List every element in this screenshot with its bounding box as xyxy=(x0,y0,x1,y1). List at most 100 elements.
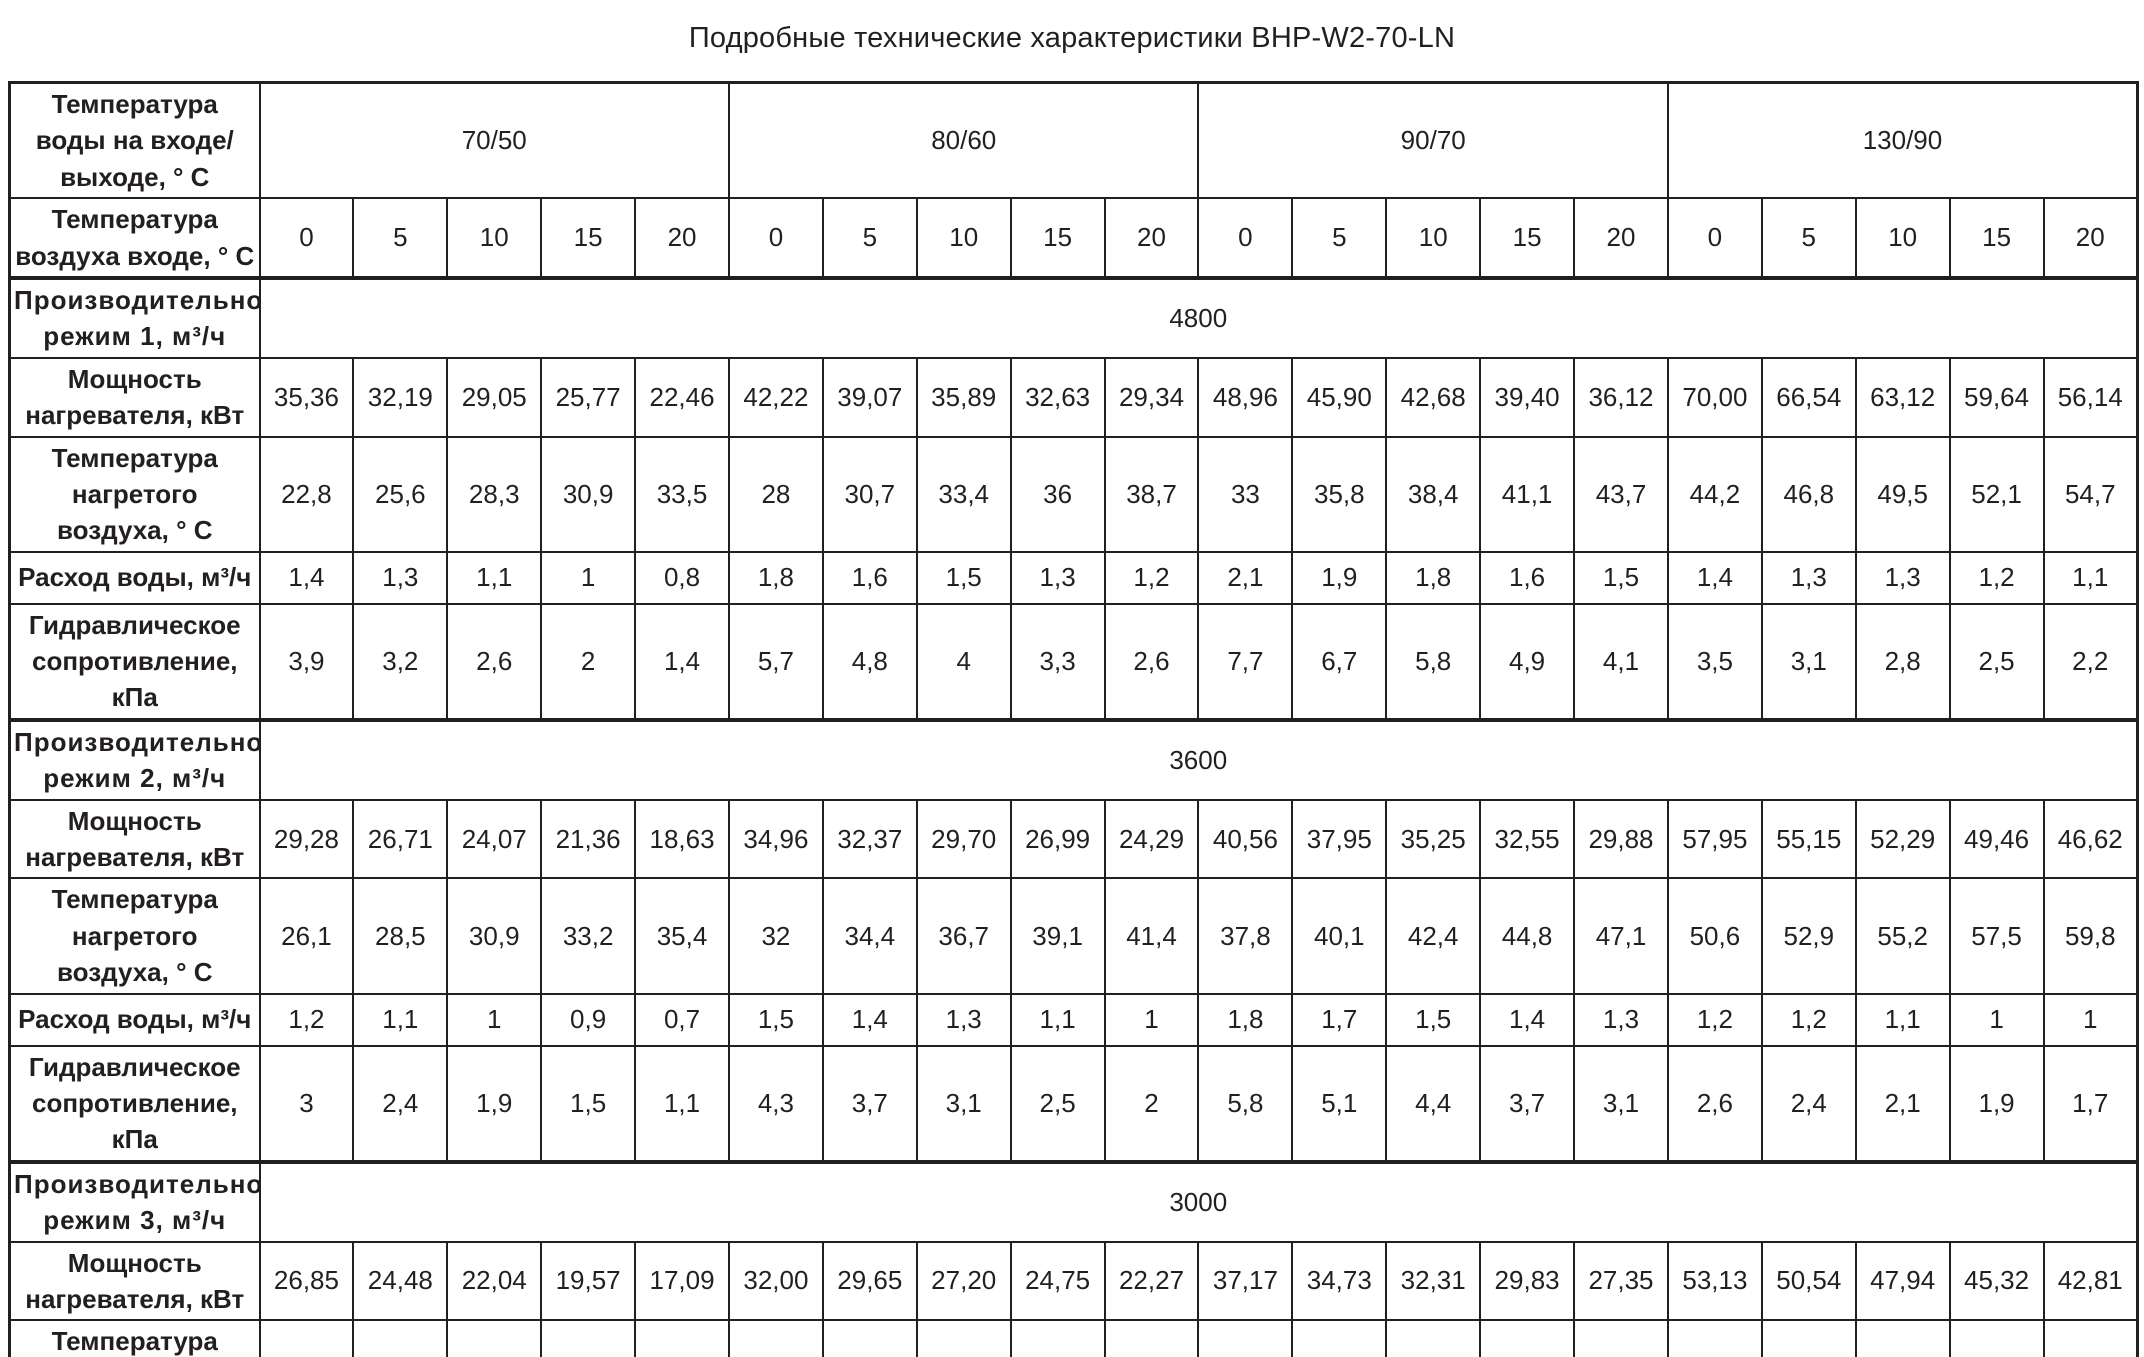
water-temp-group-cell: 70/50 xyxy=(258,81,730,200)
value-cell: 1,8 xyxy=(727,550,824,605)
value-cell: 63,3 xyxy=(2042,1319,2139,1357)
row-heater-power-mode-3: Мощность нагревателя, кВт 26,85 24,48 22,04… xyxy=(8,1240,2139,1322)
value-cell: 1,5 xyxy=(1385,992,1482,1047)
value-cell: 55,2 xyxy=(1854,877,1951,995)
water-temp-group-cell: 90/70 xyxy=(1197,81,1669,200)
row-heated-air-temp-mode-2: Температура нагретого воздуха, ° С 26,1 28… xyxy=(8,877,2139,995)
row-label-capacity-mode-2: Производительность режим 2, м³/ч xyxy=(8,717,261,801)
value-cell: 0,8 xyxy=(634,550,730,605)
value-cell: 1,2 xyxy=(258,992,355,1047)
air-temp-cell: 15 xyxy=(1948,197,2045,279)
value-cell: 34,96 xyxy=(727,798,824,880)
value-cell: 1 xyxy=(2042,992,2139,1047)
row-label-heater-power: Мощность нагревателя, кВт xyxy=(8,356,261,438)
value-cell: 59,64 xyxy=(1948,356,2045,438)
row-label-hydraulic-resistance: Гидравлическое сопро­тивление, кПа xyxy=(8,1044,261,1163)
value-cell: 36,8 xyxy=(821,1319,918,1357)
value-cell: 54,8 xyxy=(1666,1319,1763,1357)
value-cell: 27,35 xyxy=(1573,1240,1669,1322)
value-cell: 2,6 xyxy=(1103,602,1200,721)
value-cell: 35,8 xyxy=(1291,435,1388,553)
value-cell: 57,5 xyxy=(1948,877,2045,995)
value-cell: 39,40 xyxy=(1479,356,1576,438)
air-temp-cell: 20 xyxy=(634,197,730,279)
value-cell: 1,8 xyxy=(1385,550,1482,605)
value-cell: 45,90 xyxy=(1291,356,1388,438)
row-water-flow-mode-2: Расход воды, м³/ч 1,2 1,1 1 0,9 0,7 1,5 1,4 1,3 1… xyxy=(8,992,2139,1047)
value-cell: 1,1 xyxy=(446,550,543,605)
value-cell: 2,4 xyxy=(352,1044,449,1163)
value-cell: 47,1 xyxy=(1573,877,1669,995)
value-cell: 38,7 xyxy=(1103,435,1200,553)
value-cell: 48,96 xyxy=(1197,356,1294,438)
air-temp-cell: 15 xyxy=(1479,197,1576,279)
value-cell: 47,94 xyxy=(1854,1240,1951,1322)
value-cell: 1,6 xyxy=(1479,550,1576,605)
value-cell: 26,99 xyxy=(1009,798,1106,880)
air-temp-cell: 0 xyxy=(727,197,824,279)
value-cell: 1,1 xyxy=(1854,992,1951,1047)
capacity-value-cell: 4800 xyxy=(258,275,2139,359)
air-temp-cell: 20 xyxy=(1103,197,1200,279)
value-cell: 38,4 xyxy=(1385,435,1482,553)
value-cell: 1,8 xyxy=(1197,992,1294,1047)
value-cell: 66,54 xyxy=(1760,356,1857,438)
value-cell: 32,37 xyxy=(821,798,918,880)
value-cell: 5,8 xyxy=(1197,1044,1294,1163)
value-cell: 50,54 xyxy=(1760,1240,1857,1322)
value-cell: 17,09 xyxy=(634,1240,730,1322)
value-cell: 4,3 xyxy=(727,1044,824,1163)
value-cell: 61,1 xyxy=(1948,1319,2045,1357)
value-cell: 35,89 xyxy=(915,356,1012,438)
value-cell: 36,7 xyxy=(915,877,1012,995)
value-cell: 7,7 xyxy=(1197,602,1294,721)
value-cell: 3,1 xyxy=(1760,602,1857,721)
value-cell: 30,7 xyxy=(821,435,918,553)
value-cell: 2,2 xyxy=(2042,602,2139,721)
value-cell: 1,4 xyxy=(258,550,355,605)
value-cell: 1,3 xyxy=(1760,550,1857,605)
value-cell: 22,46 xyxy=(634,356,730,438)
row-label-hydraulic-resistance: Гидравлическое сопро­тивление, кПа xyxy=(8,602,261,721)
value-cell: 25,77 xyxy=(540,356,637,438)
value-cell: 1,4 xyxy=(821,992,918,1047)
value-cell: 36,12 xyxy=(1573,356,1669,438)
value-cell: 33,5 xyxy=(634,435,730,553)
value-cell: 1 xyxy=(446,992,543,1047)
value-cell: 1,4 xyxy=(634,602,730,721)
value-cell: 44,8 xyxy=(1479,877,1576,995)
value-cell: 2 xyxy=(540,602,637,721)
air-temp-cell: 5 xyxy=(1291,197,1388,279)
row-label-heater-power: Мощность нагревателя, кВт xyxy=(8,1240,261,1322)
value-cell: 39,1 xyxy=(1009,877,1106,995)
value-cell: 43,2 xyxy=(1103,1319,1200,1357)
value-cell: 19,57 xyxy=(540,1240,637,1322)
value-cell: 41,1 xyxy=(1479,435,1576,553)
page-title: Подробные технические характеристики BHP… xyxy=(688,22,1456,54)
value-cell: 32,63 xyxy=(1009,356,1106,438)
value-cell: 34,7 xyxy=(540,1319,637,1357)
value-cell: 37,95 xyxy=(1291,798,1388,880)
row-heated-air-temp-mode-3: Температура нагретого воздуха, ° С28,330… xyxy=(8,1319,2139,1357)
value-cell: 24,48 xyxy=(352,1240,449,1322)
value-cell: 50,6 xyxy=(1666,877,1763,995)
value-cell: 1,4 xyxy=(1666,550,1763,605)
value-cell: 59 xyxy=(1854,1319,1951,1357)
value-cell: 57,95 xyxy=(1666,798,1763,880)
value-cell: 4,4 xyxy=(1385,1044,1482,1163)
value-cell: 43,7 xyxy=(1573,435,1669,553)
value-cell: 53,13 xyxy=(1666,1240,1763,1322)
air-temp-cell: 0 xyxy=(1666,197,1763,279)
value-cell: 1,3 xyxy=(1009,550,1106,605)
value-cell: 21,36 xyxy=(540,798,637,880)
value-cell: 37,17 xyxy=(1197,1240,1294,1322)
value-cell: 4,8 xyxy=(821,602,918,721)
value-cell: 4,9 xyxy=(1479,602,1576,721)
value-cell: 1,7 xyxy=(1291,992,1388,1047)
value-cell: 1,1 xyxy=(1009,992,1106,1047)
value-cell: 1,5 xyxy=(727,992,824,1047)
value-cell: 36 xyxy=(1009,435,1106,553)
value-cell: 46,62 xyxy=(2042,798,2139,880)
value-cell: 35,25 xyxy=(1385,798,1482,880)
value-cell: 29,05 xyxy=(446,356,543,438)
